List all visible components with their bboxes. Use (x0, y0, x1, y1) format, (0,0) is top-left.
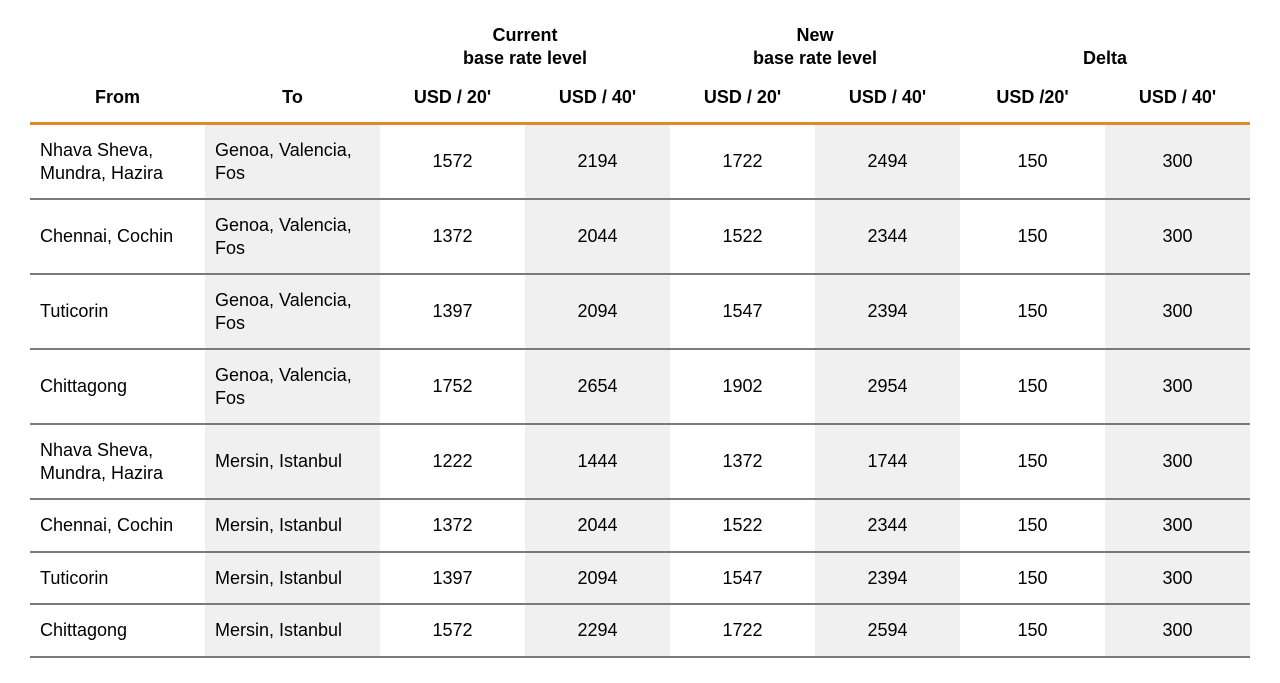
sub-header-cell: USD / 20' (380, 79, 525, 124)
value-cell: 1522 (670, 499, 815, 552)
table-row: Nhava Sheva, Mundra, HaziraMersin, Istan… (30, 424, 1250, 499)
value-cell: 2094 (525, 274, 670, 349)
value-cell: 300 (1105, 349, 1250, 424)
from-cell: Chittagong (30, 604, 205, 657)
value-cell: 1752 (380, 349, 525, 424)
from-cell: Nhava Sheva, Mundra, Hazira (30, 124, 205, 200)
sub-header-cell: USD / 40' (1105, 79, 1250, 124)
table-row: TuticorinGenoa, Valencia, Fos13972094154… (30, 274, 1250, 349)
to-cell: Genoa, Valencia, Fos (205, 274, 380, 349)
rate-table: Currentbase rate levelNewbase rate level… (30, 20, 1250, 658)
from-cell: Nhava Sheva, Mundra, Hazira (30, 424, 205, 499)
to-cell: Genoa, Valencia, Fos (205, 199, 380, 274)
value-cell: 2044 (525, 199, 670, 274)
value-cell: 2394 (815, 552, 960, 605)
value-cell: 1372 (670, 424, 815, 499)
value-cell: 2094 (525, 552, 670, 605)
value-cell: 1397 (380, 274, 525, 349)
table-row: Nhava Sheva, Mundra, HaziraGenoa, Valenc… (30, 124, 1250, 200)
table-row: ChittagongGenoa, Valencia, Fos1752265419… (30, 349, 1250, 424)
to-cell: Mersin, Istanbul (205, 499, 380, 552)
value-cell: 1444 (525, 424, 670, 499)
value-cell: 300 (1105, 199, 1250, 274)
group-header-row: Currentbase rate levelNewbase rate level… (30, 20, 1250, 79)
value-cell: 1572 (380, 124, 525, 200)
sub-header-cell: From (30, 79, 205, 124)
table-body: Nhava Sheva, Mundra, HaziraGenoa, Valenc… (30, 124, 1250, 657)
value-cell: 2954 (815, 349, 960, 424)
sub-header-cell: To (205, 79, 380, 124)
value-cell: 2044 (525, 499, 670, 552)
sub-header-row: FromToUSD / 20'USD / 40'USD / 20'USD / 4… (30, 79, 1250, 124)
value-cell: 1744 (815, 424, 960, 499)
group-header-cell: Delta (960, 20, 1250, 79)
value-cell: 1547 (670, 274, 815, 349)
value-cell: 300 (1105, 552, 1250, 605)
value-cell: 150 (960, 349, 1105, 424)
from-cell: Tuticorin (30, 274, 205, 349)
to-cell: Mersin, Istanbul (205, 424, 380, 499)
to-cell: Mersin, Istanbul (205, 604, 380, 657)
sub-header-cell: USD /20' (960, 79, 1105, 124)
value-cell: 1397 (380, 552, 525, 605)
rate-table-container: Currentbase rate levelNewbase rate level… (0, 0, 1280, 678)
value-cell: 150 (960, 199, 1105, 274)
to-cell: Genoa, Valencia, Fos (205, 349, 380, 424)
table-row: ChittagongMersin, Istanbul15722294172225… (30, 604, 1250, 657)
value-cell: 1722 (670, 124, 815, 200)
table-row: Chennai, CochinMersin, Istanbul137220441… (30, 499, 1250, 552)
table-row: TuticorinMersin, Istanbul139720941547239… (30, 552, 1250, 605)
value-cell: 2654 (525, 349, 670, 424)
group-header-cell (30, 20, 205, 79)
group-header-cell (205, 20, 380, 79)
value-cell: 2344 (815, 499, 960, 552)
value-cell: 2294 (525, 604, 670, 657)
value-cell: 150 (960, 499, 1105, 552)
value-cell: 300 (1105, 274, 1250, 349)
value-cell: 2344 (815, 199, 960, 274)
from-cell: Chennai, Cochin (30, 499, 205, 552)
sub-header-cell: USD / 40' (815, 79, 960, 124)
group-header-cell: Currentbase rate level (380, 20, 670, 79)
sub-header-cell: USD / 20' (670, 79, 815, 124)
sub-header-cell: USD / 40' (525, 79, 670, 124)
value-cell: 300 (1105, 424, 1250, 499)
value-cell: 1902 (670, 349, 815, 424)
value-cell: 1222 (380, 424, 525, 499)
value-cell: 2394 (815, 274, 960, 349)
value-cell: 150 (960, 424, 1105, 499)
value-cell: 300 (1105, 604, 1250, 657)
value-cell: 150 (960, 274, 1105, 349)
value-cell: 1722 (670, 604, 815, 657)
value-cell: 150 (960, 124, 1105, 200)
from-cell: Chittagong (30, 349, 205, 424)
value-cell: 300 (1105, 499, 1250, 552)
from-cell: Chennai, Cochin (30, 199, 205, 274)
value-cell: 1522 (670, 199, 815, 274)
value-cell: 2594 (815, 604, 960, 657)
group-header-cell: Newbase rate level (670, 20, 960, 79)
value-cell: 300 (1105, 124, 1250, 200)
from-cell: Tuticorin (30, 552, 205, 605)
to-cell: Genoa, Valencia, Fos (205, 124, 380, 200)
value-cell: 150 (960, 604, 1105, 657)
value-cell: 2194 (525, 124, 670, 200)
table-header: Currentbase rate levelNewbase rate level… (30, 20, 1250, 124)
value-cell: 2494 (815, 124, 960, 200)
value-cell: 1572 (380, 604, 525, 657)
value-cell: 150 (960, 552, 1105, 605)
table-row: Chennai, CochinGenoa, Valencia, Fos13722… (30, 199, 1250, 274)
value-cell: 1547 (670, 552, 815, 605)
value-cell: 1372 (380, 499, 525, 552)
to-cell: Mersin, Istanbul (205, 552, 380, 605)
value-cell: 1372 (380, 199, 525, 274)
